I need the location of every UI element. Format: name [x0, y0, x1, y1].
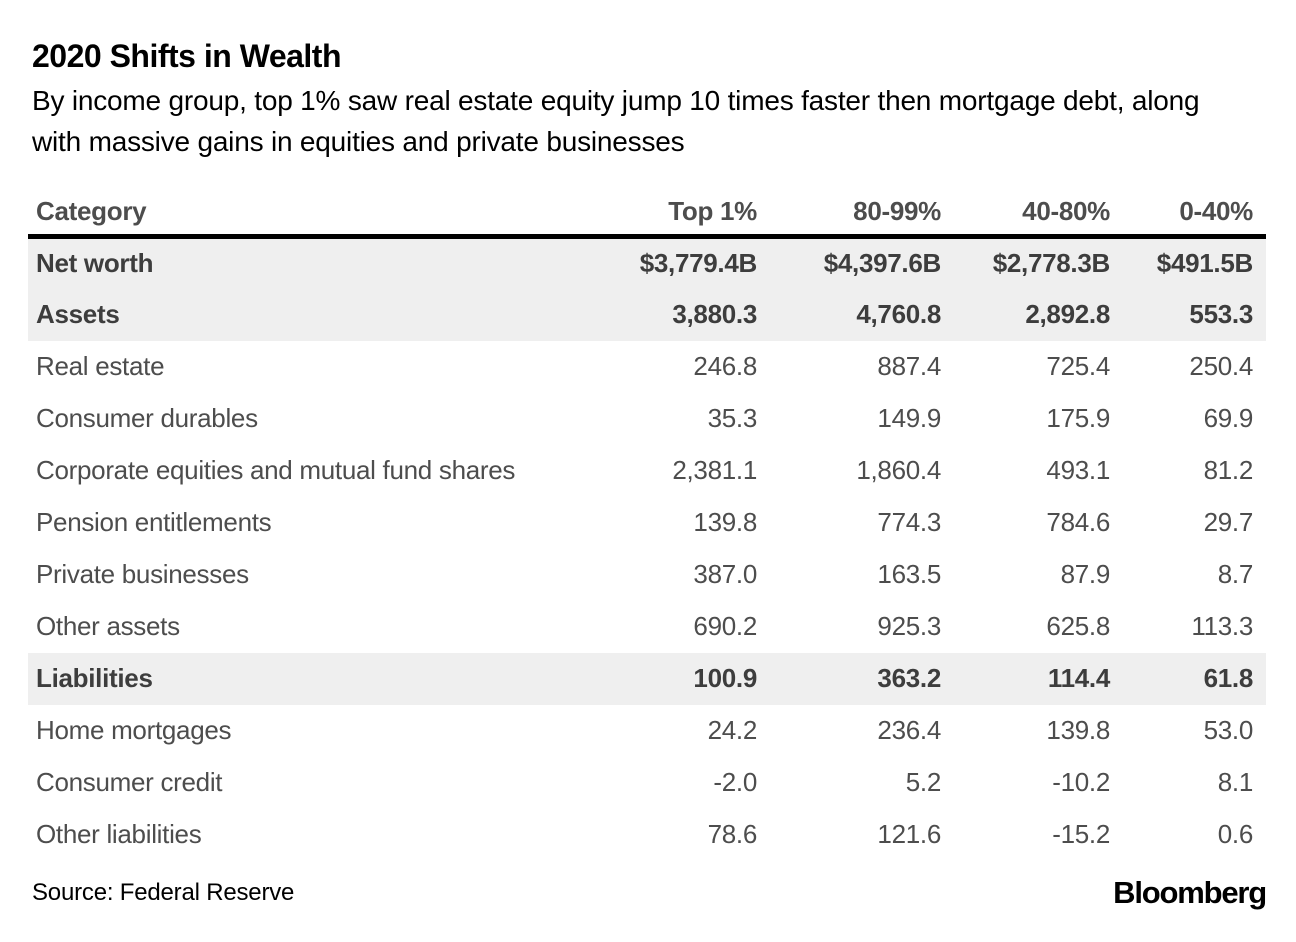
row-label: Consumer durables: [36, 403, 258, 433]
table-row: Corporate equities and mutual fund share…: [28, 444, 1266, 497]
cell-value: 246.8: [693, 351, 757, 381]
cell-value: $491.5B: [1156, 248, 1254, 279]
column-header-top-1: Top 1%: [567, 188, 757, 239]
row-label: Private businesses: [36, 559, 249, 589]
cell-value: 114.4: [1047, 663, 1110, 693]
cell-value: 149.9: [877, 403, 941, 433]
cell-value: 625.8: [1046, 611, 1110, 641]
row-label: Consumer credit: [36, 767, 223, 797]
source-note: Source: Federal Reserve: [32, 878, 295, 906]
cell-value: 553.3: [1189, 299, 1253, 329]
column-header-80-99: 80-99%: [757, 188, 941, 239]
table-row: Other assets 690.2 925.3 625.8 113.3: [28, 600, 1266, 653]
page-subtitle: By income group, top 1% saw real estate …: [32, 85, 1200, 157]
column-header-40-80: 40-80%: [941, 188, 1110, 239]
table-row: Home mortgages 24.2 236.4 139.8 53.0: [28, 704, 1266, 757]
row-label: Other assets: [36, 611, 180, 641]
cell-value: 925.3: [877, 611, 941, 641]
table-row: Consumer credit -2.0 5.2 -10.2 8.1: [28, 756, 1266, 809]
page-title: 2020 Shifts in Wealth: [32, 38, 342, 74]
cell-value: 29.7: [1203, 507, 1254, 537]
cell-value: 236.4: [877, 715, 941, 745]
cell-value: 81.2: [1203, 455, 1254, 485]
cell-value: 69.9: [1203, 403, 1254, 433]
row-label: Real estate: [36, 351, 165, 381]
table-row: Other liabilities 78.6 121.6 -15.2 0.6: [28, 808, 1266, 861]
cell-value: 725.4: [1046, 351, 1110, 381]
cell-value: 139.8: [1046, 715, 1110, 745]
headline-block: 2020 Shifts in Wealth By income group, t…: [32, 36, 1266, 162]
table-row: Consumer durables 35.3 149.9 175.9 69.9: [28, 392, 1266, 445]
footer: Source: Federal Reserve Bloomberg: [32, 874, 1267, 911]
cell-value: 2,892.8: [1025, 299, 1110, 329]
table-row: Liabilities 100.9 363.2 114.4 61.8: [28, 652, 1266, 705]
cell-value: 53.0: [1203, 715, 1254, 745]
cell-value: 35.3: [707, 403, 758, 433]
cell-value: 78.6: [707, 819, 758, 849]
cell-value: 250.4: [1189, 351, 1253, 381]
row-label: Pension entitlements: [36, 507, 272, 537]
cell-value: $3,779.4B: [639, 248, 758, 279]
cell-value: 175.9: [1046, 403, 1110, 433]
table-row: Real estate 246.8 887.4 725.4 250.4: [28, 340, 1266, 393]
column-header-category: Category: [28, 188, 567, 239]
cell-value: 3,880.3: [672, 299, 757, 329]
wealth-table: Category Top 1% 80-99% 40-80% 0-40% Net wort…: [28, 188, 1266, 861]
cell-value: -15.2: [1052, 819, 1110, 849]
cell-value: 887.4: [877, 351, 941, 381]
cell-value: 61.8: [1203, 663, 1254, 693]
cell-value: $4,397.6B: [823, 248, 942, 279]
cell-value: 493.1: [1046, 455, 1110, 485]
cell-value: 2,381.1: [672, 455, 757, 485]
cell-value: 5.2: [905, 767, 942, 797]
row-label: Other liabilities: [36, 819, 202, 849]
row-label: Home mortgages: [36, 715, 232, 745]
cell-value: 363.2: [877, 663, 941, 693]
table-row: Net worth $3,779.4B $4,397.6B $2,778.3B $491…: [28, 236, 1266, 289]
cell-value: 0.6: [1217, 819, 1254, 849]
cell-value: -10.2: [1052, 767, 1110, 797]
cell-value: 24.2: [707, 715, 758, 745]
cell-value: 387.0: [693, 559, 757, 589]
row-label: Liabilities: [36, 663, 153, 693]
table-row: Private businesses 387.0 163.5 87.9 8.7: [28, 548, 1266, 601]
cell-value: 87.9: [1060, 559, 1111, 589]
row-label: Net worth: [36, 248, 154, 279]
bloomberg-logo: Bloomberg: [1113, 874, 1267, 910]
cell-value: 784.6: [1046, 507, 1110, 537]
column-header-0-40: 0-40%: [1110, 188, 1266, 239]
cell-value: 8.1: [1217, 767, 1254, 797]
cell-value: 690.2: [693, 611, 757, 641]
cell-value: 4,760.8: [856, 299, 941, 329]
cell-value: 163.5: [877, 559, 941, 589]
table-header-row: Category Top 1% 80-99% 40-80% 0-40%: [28, 188, 1266, 239]
cell-value: 100.9: [693, 663, 757, 693]
cell-value: 8.7: [1217, 559, 1254, 589]
cell-value: -2.0: [713, 767, 757, 797]
cell-value: $2,778.3B: [992, 248, 1111, 279]
table-row: Assets 3,880.3 4,760.8 2,892.8 553.3: [28, 288, 1266, 341]
cell-value: 113.3: [1191, 611, 1253, 641]
row-label: Corporate equities and mutual fund share…: [36, 455, 516, 485]
cell-value: 121.6: [877, 819, 941, 849]
cell-value: 774.3: [877, 507, 941, 537]
cell-value: 139.8: [693, 507, 757, 537]
row-label: Assets: [36, 299, 120, 329]
table-row: Pension entitlements 139.8 774.3 784.6 29.7: [28, 496, 1266, 549]
cell-value: 1,860.4: [856, 455, 941, 485]
